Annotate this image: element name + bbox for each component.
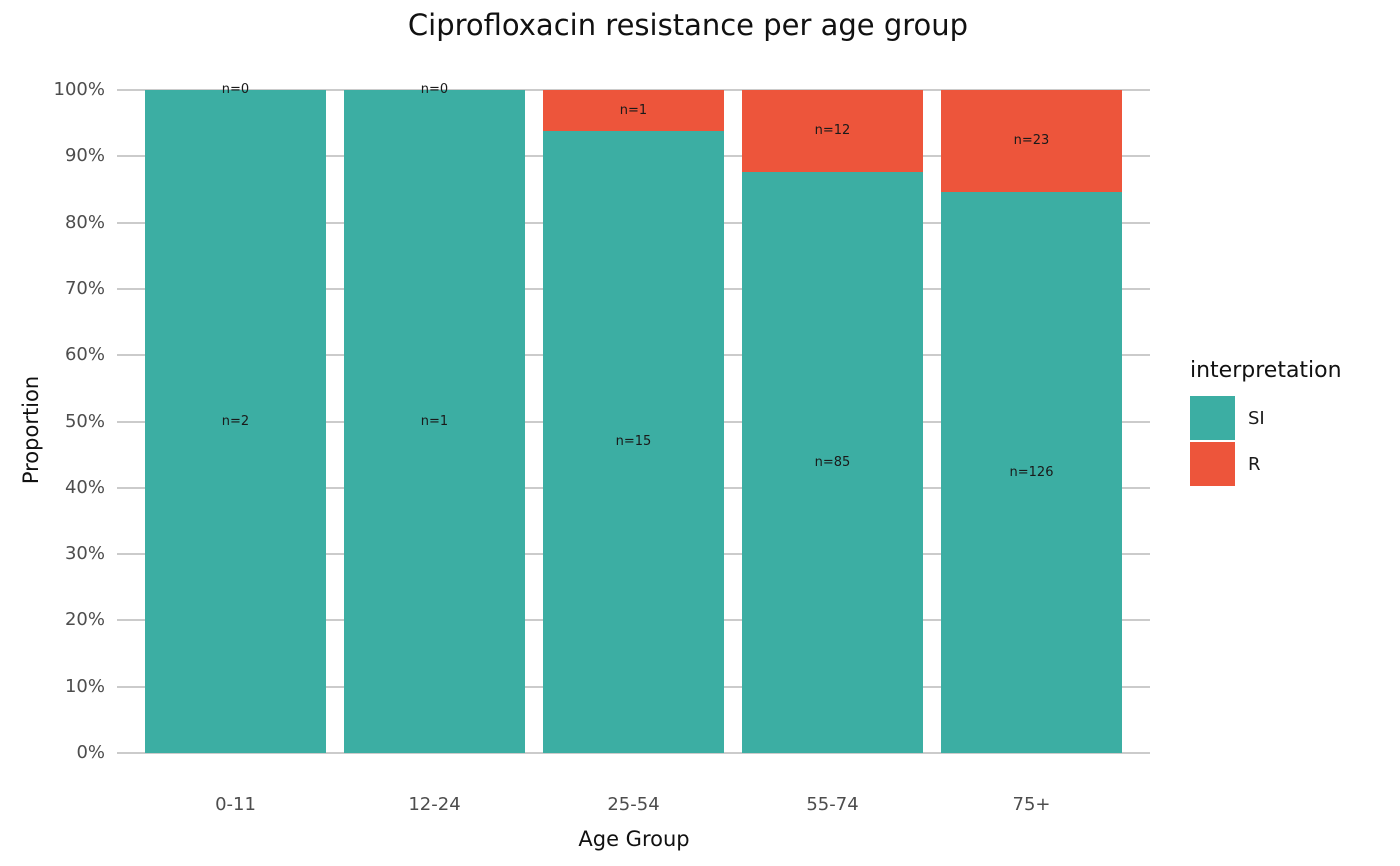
x-tick-label: 25-54	[607, 794, 660, 815]
x-tick-label: 75+	[1012, 794, 1051, 815]
gridline	[117, 752, 1150, 754]
bar-segment-SI	[344, 90, 525, 753]
legend: interpretation SI R	[1190, 356, 1342, 488]
legend-title: interpretation	[1190, 358, 1342, 383]
y-tick-label: 100%	[53, 79, 105, 100]
bar-segment-R	[543, 90, 724, 132]
bar-segment-SI	[145, 90, 326, 753]
bar-12-24: n=0 n=1	[344, 82, 525, 753]
legend-swatch-SI	[1190, 396, 1235, 440]
bar-75+: n=23 n=126	[941, 90, 1122, 753]
bar-segment-R	[941, 90, 1122, 193]
legend-item-R: R	[1190, 442, 1342, 486]
x-tick-label: 55-74	[806, 794, 859, 815]
legend-label-SI: SI	[1248, 407, 1265, 429]
x-tick-label: 12-24	[408, 794, 461, 815]
bar-segment-SI	[742, 172, 923, 753]
legend-label-R: R	[1248, 453, 1261, 475]
bar-segment-SI	[941, 192, 1122, 753]
legend-items: SI R	[1190, 396, 1342, 486]
y-tick-label: 90%	[64, 145, 105, 167]
y-tick-label: 50%	[64, 410, 105, 432]
bar-segment-SI	[543, 131, 724, 753]
y-tick-label: 60%	[64, 344, 105, 366]
x-axis-title: Age Group	[578, 827, 690, 851]
plot-panel: n=0 n=2 n=0 n=1 n=1 n=15 n=12 n=85 n=23 n=126	[117, 82, 1150, 754]
legend-swatch-R	[1190, 442, 1235, 486]
y-tick-label: 30%	[64, 543, 105, 565]
y-tick-label: 10%	[64, 675, 105, 697]
bar-55-74: n=12 n=85	[742, 90, 923, 753]
x-axis: 0-11 12-24 25-54 55-74 75+	[117, 794, 1150, 816]
y-tick-label: 0%	[76, 742, 105, 763]
legend-item-SI: SI	[1190, 396, 1342, 440]
y-tick-label: 40%	[64, 476, 105, 498]
y-tick-label: 70%	[64, 277, 105, 299]
bars-container: n=0 n=2 n=0 n=1 n=1 n=15 n=12 n=85 n=23 n=126	[117, 82, 1150, 753]
chart-title: Ciprofloxacin resistance per age group	[407, 8, 969, 42]
bar-25-54: n=1 n=15	[543, 90, 724, 753]
x-tick-label: 0-11	[215, 794, 256, 815]
y-tick-label: 20%	[64, 609, 105, 631]
bar-segment-R	[742, 90, 923, 173]
y-tick-label: 80%	[64, 211, 105, 233]
bar-0-11: n=0 n=2	[145, 82, 326, 753]
